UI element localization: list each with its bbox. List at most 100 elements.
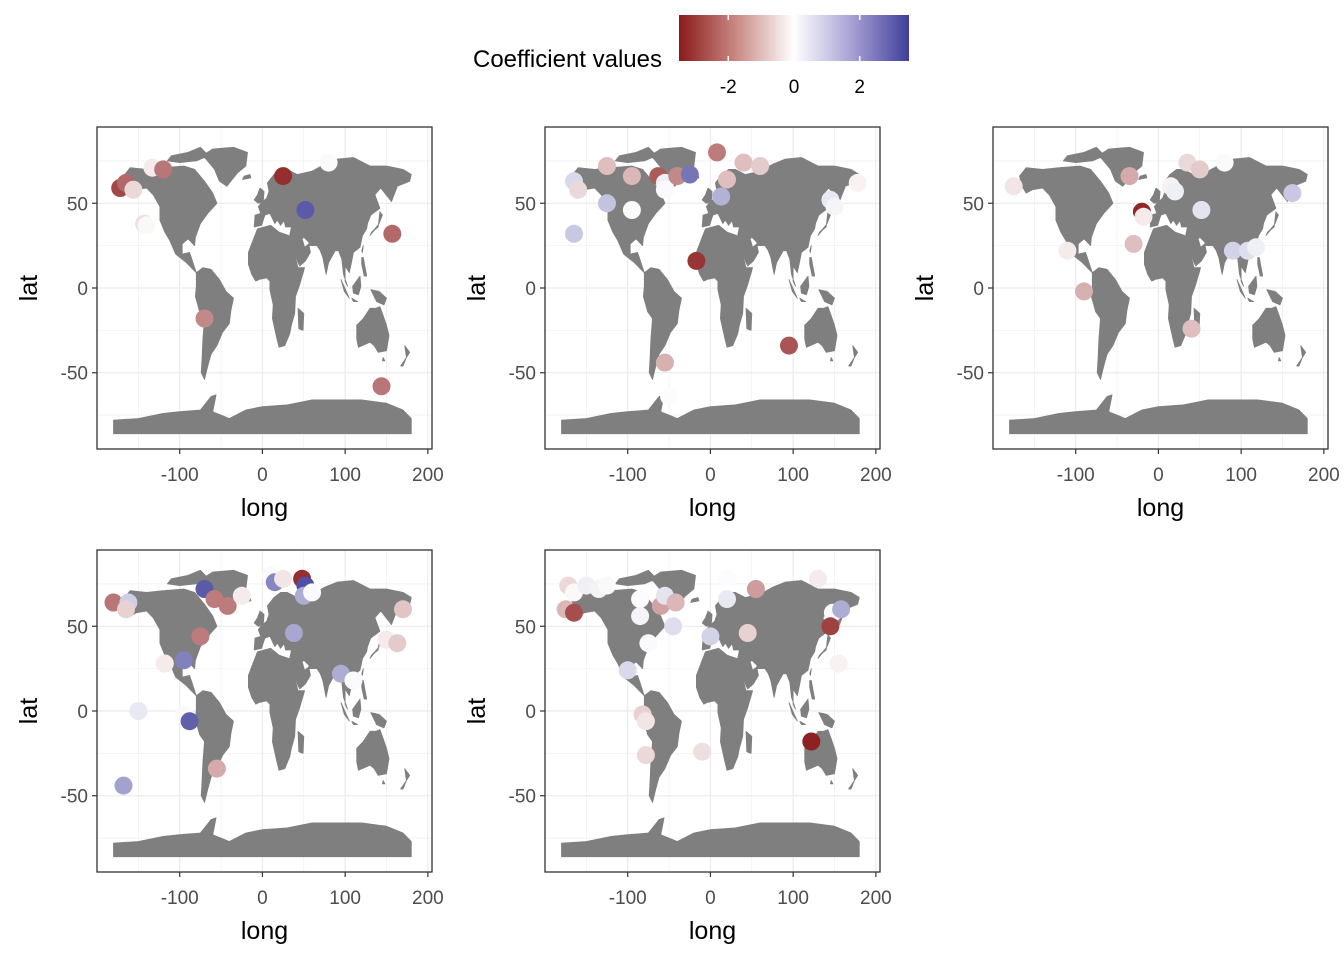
data-point — [693, 742, 712, 761]
land-shape — [123, 588, 218, 698]
y-tick-label: 50 — [963, 194, 984, 215]
data-point — [718, 569, 736, 588]
y-tick-label: 0 — [973, 279, 984, 300]
data-point — [1192, 201, 1211, 219]
x-tick-label: -100 — [1057, 465, 1095, 486]
data-point — [636, 746, 655, 765]
map-panel-1: -100 0 100 200 long -50 0 50 lat — [15, 126, 444, 522]
y-tick-label: 50 — [67, 617, 88, 638]
legend-tick-label: -2 — [720, 77, 737, 98]
data-point — [129, 702, 148, 720]
data-point — [718, 590, 736, 609]
map-panel-2: -100 0 100 200 long -50 0 50 lat — [463, 126, 892, 522]
data-point — [303, 583, 322, 602]
map-panel-5: -100 0 100 200 long -50 0 50 lat — [463, 549, 892, 945]
data-point — [274, 167, 293, 186]
data-points — [111, 153, 402, 396]
land-shape — [809, 257, 816, 277]
land-shape — [800, 698, 810, 719]
land-shape — [166, 146, 210, 163]
world-land — [561, 569, 860, 858]
data-point — [344, 671, 363, 690]
land-shape — [696, 224, 753, 348]
land-shape — [113, 394, 412, 435]
land-shape — [643, 267, 682, 380]
y-tick-label: -50 — [61, 364, 88, 385]
data-point — [388, 634, 407, 653]
land-shape — [253, 187, 265, 204]
y-axis-title: lat — [15, 275, 43, 301]
data-point — [180, 712, 199, 731]
land-shape — [614, 146, 658, 163]
land-shape — [370, 712, 387, 729]
data-point — [738, 624, 757, 642]
x-tick-label: 100 — [329, 465, 361, 486]
data-point — [274, 569, 293, 588]
data-point — [1283, 184, 1302, 203]
data-point — [1004, 177, 1023, 196]
y-axis-title: lat — [911, 275, 939, 301]
world-land — [113, 146, 412, 435]
data-point — [631, 607, 650, 626]
data-point — [718, 170, 736, 189]
land-shape — [242, 174, 252, 180]
x-axis-title: long — [241, 494, 288, 522]
land-shape — [352, 698, 362, 719]
land-shape — [848, 768, 859, 790]
data-point — [1134, 207, 1153, 226]
data-point — [565, 603, 583, 622]
x-axis: -100 0 100 200 long — [609, 449, 892, 522]
x-tick-label: -100 — [609, 465, 647, 486]
data-point — [284, 624, 303, 642]
data-point — [809, 569, 827, 588]
y-tick-label: 0 — [525, 702, 536, 723]
land-shape — [788, 702, 798, 722]
land-shape — [690, 597, 700, 603]
x-tick-label: 0 — [1153, 465, 1164, 486]
data-point — [598, 576, 616, 595]
x-tick-label: 100 — [777, 888, 809, 909]
land-shape — [1257, 257, 1264, 277]
data-point — [712, 187, 731, 206]
world-land — [561, 146, 860, 435]
land-shape — [356, 306, 390, 353]
land-shape — [809, 245, 812, 253]
data-point — [1124, 234, 1143, 253]
land-shape — [370, 289, 387, 306]
land-shape — [1149, 187, 1161, 204]
land-shape — [297, 307, 305, 331]
data-point — [218, 596, 237, 615]
data-point — [1182, 319, 1201, 338]
land-shape — [809, 668, 812, 676]
land-shape — [361, 668, 364, 676]
land-shape — [799, 297, 806, 302]
data-point — [191, 627, 210, 646]
land-shape — [788, 279, 798, 299]
data-point — [618, 661, 637, 680]
land-shape — [248, 647, 305, 771]
land-shape — [400, 345, 411, 367]
land-shape — [701, 610, 713, 627]
data-point — [1075, 282, 1093, 301]
land-shape — [1019, 165, 1114, 275]
land-shape — [809, 680, 816, 700]
land-shape — [614, 569, 658, 586]
x-axis-title: long — [241, 917, 288, 945]
data-point — [195, 309, 214, 328]
data-point — [114, 776, 133, 795]
y-axis-title: lat — [463, 698, 491, 724]
legend-tick-label: 2 — [854, 77, 865, 98]
y-axis: -50 0 50 lat — [911, 194, 993, 385]
y-tick-label: 0 — [77, 702, 88, 723]
data-point — [734, 153, 753, 172]
legend-tick-label: 0 — [789, 77, 800, 98]
legend-ticks: -2 0 2 — [720, 15, 865, 98]
land-shape — [340, 279, 350, 299]
y-tick-label: 0 — [525, 279, 536, 300]
land-shape — [745, 307, 753, 331]
land-shape — [253, 157, 412, 287]
land-shape — [201, 146, 248, 187]
data-points — [1004, 153, 1302, 338]
data-point — [832, 600, 851, 619]
data-point — [660, 387, 679, 406]
